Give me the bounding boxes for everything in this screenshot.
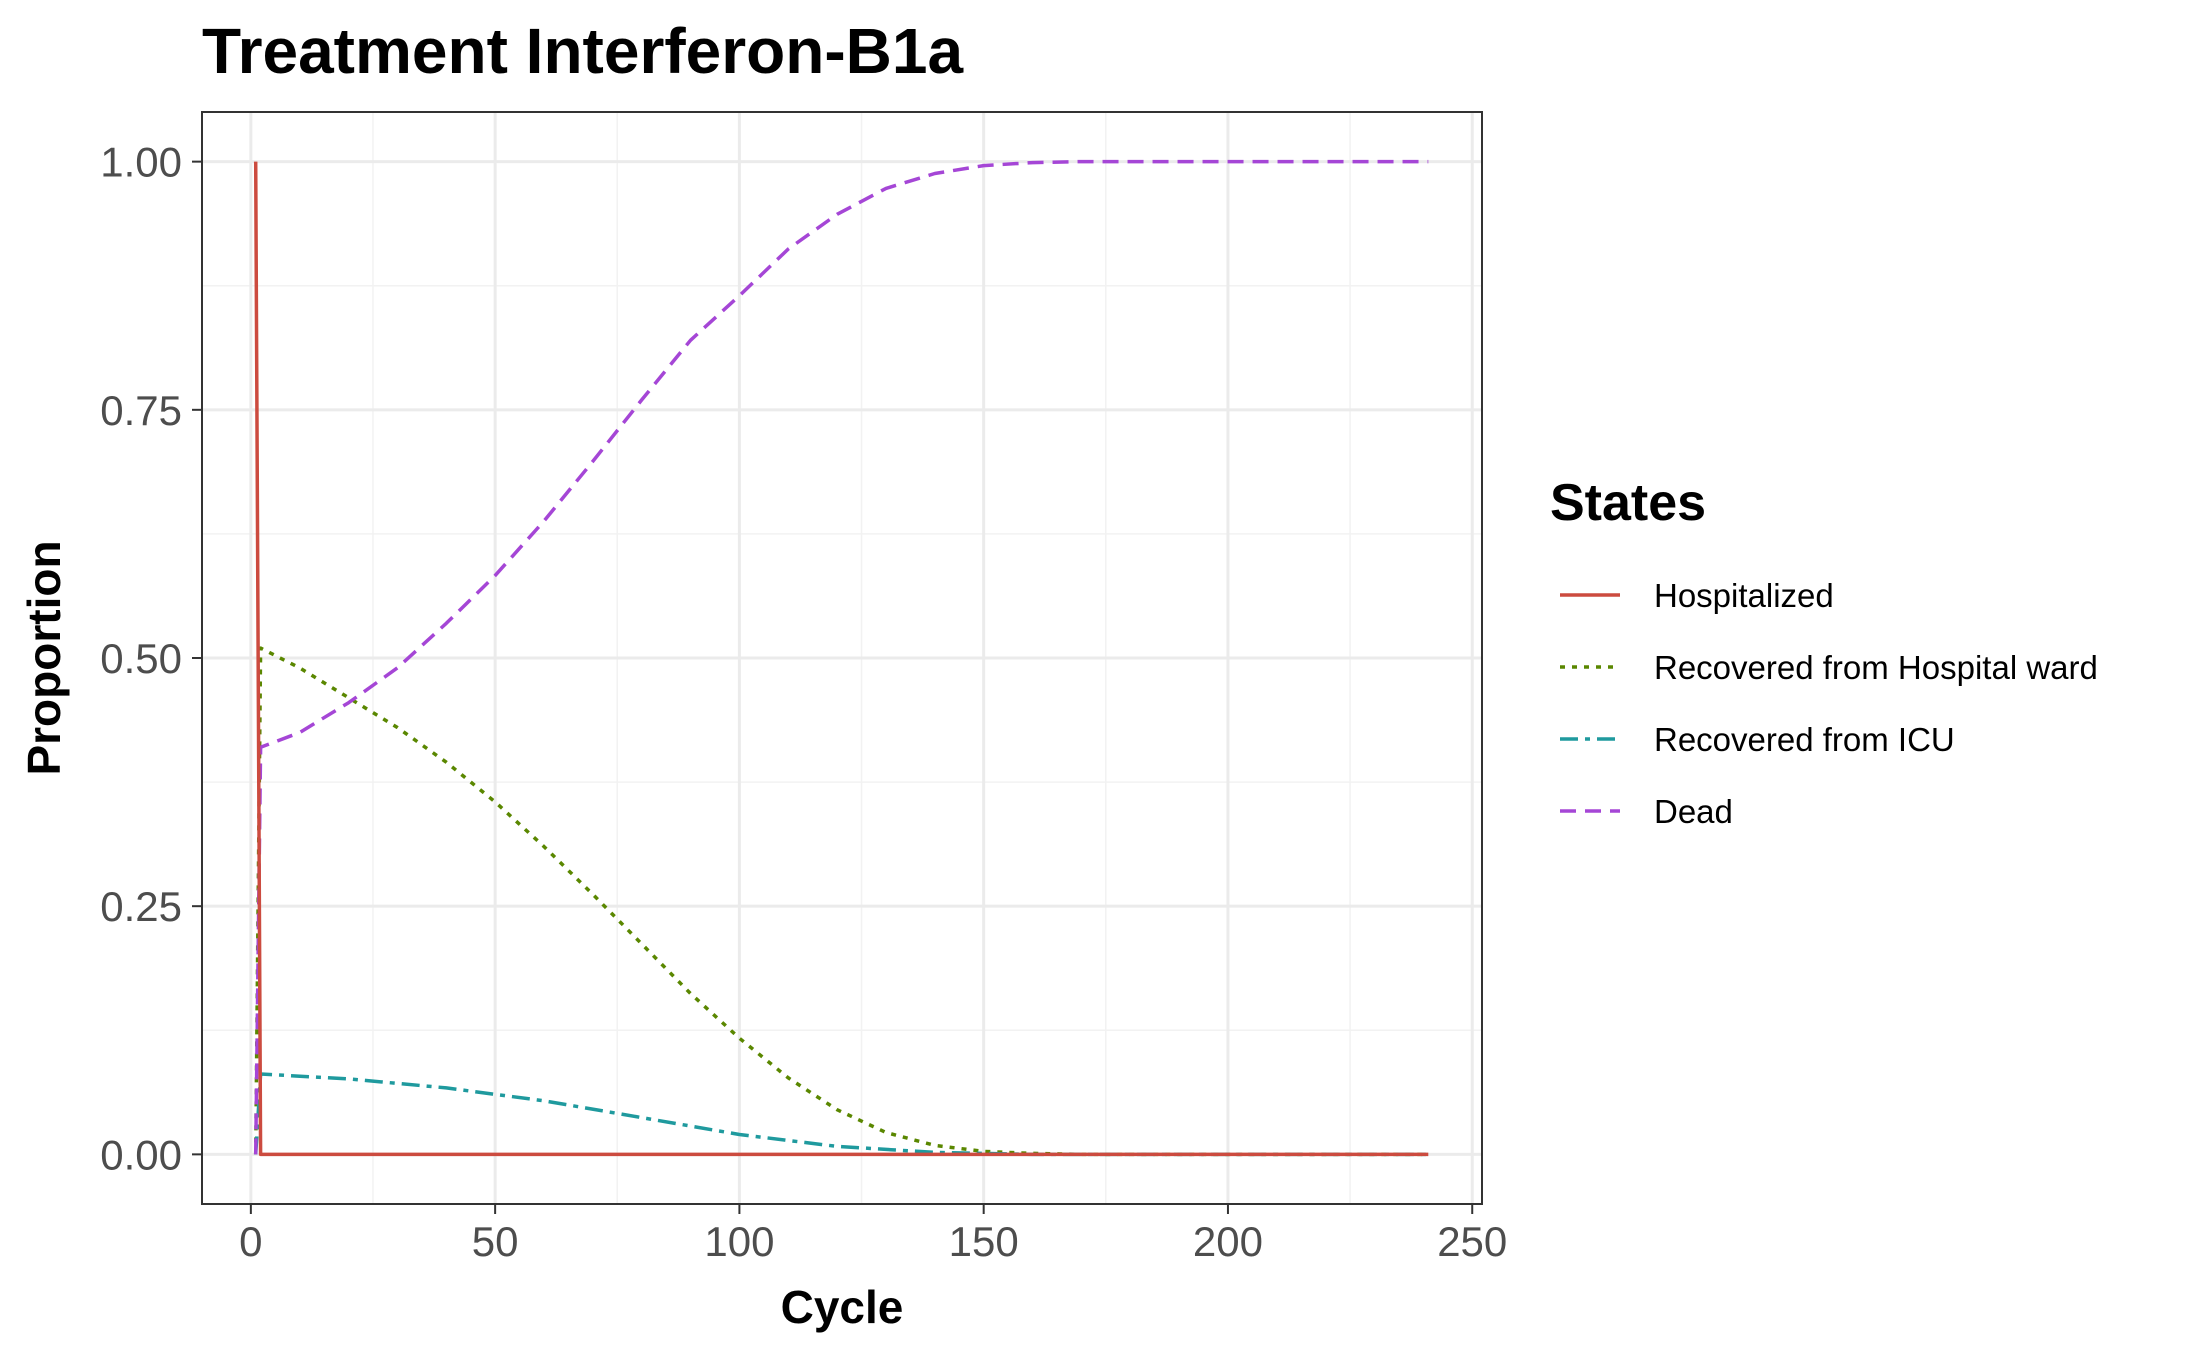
x-tick-label: 200	[1193, 1218, 1263, 1265]
x-tick-label: 0	[239, 1218, 262, 1265]
series-line	[253, 161, 1429, 1157]
x-tick-label: 100	[704, 1218, 774, 1265]
x-tick-label: 150	[949, 1218, 1019, 1265]
y-tick-label: 0.50	[100, 635, 182, 682]
x-axis: 0 50 100 150 200 250	[239, 1204, 1507, 1265]
legend-label: Dead	[1654, 793, 1733, 830]
gridlines	[202, 112, 1482, 1204]
legend: States Hospitalized Recovered from Hospit…	[1550, 474, 2098, 830]
plot-lines	[253, 159, 1429, 1157]
legend-title: States	[1550, 474, 1706, 532]
legend-label: Recovered from ICU	[1654, 721, 1955, 758]
y-tick-label: 0.75	[100, 387, 182, 434]
legend-label: Recovered from Hospital ward	[1654, 649, 2098, 686]
x-tick-label: 250	[1437, 1218, 1507, 1265]
x-axis-title: Cycle	[781, 1281, 904, 1333]
y-tick-label: 0.00	[100, 1131, 182, 1178]
y-axis: 0.00 0.25 0.50 0.75 1.00	[100, 139, 202, 1178]
y-axis-title: Proportion	[18, 540, 70, 775]
x-tick-label: 50	[472, 1218, 519, 1265]
legend-label: Hospitalized	[1654, 577, 1834, 614]
y-tick-label: 1.00	[100, 139, 182, 186]
y-tick-label: 0.25	[100, 883, 182, 930]
chart-title: Treatment Interferon-B1a	[202, 15, 963, 87]
